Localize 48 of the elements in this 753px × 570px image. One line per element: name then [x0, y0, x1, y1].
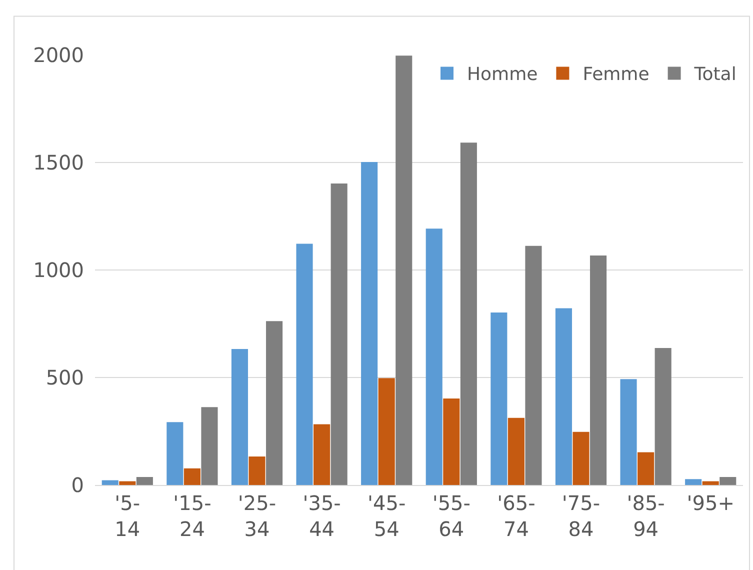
legend-label: Homme — [467, 64, 538, 86]
x-tick-label: '25-34 — [238, 491, 276, 541]
bar — [426, 228, 442, 485]
bar — [136, 476, 153, 485]
bar — [525, 246, 542, 485]
bar — [702, 481, 719, 485]
x-tick-label: '95+ — [686, 491, 734, 515]
bar — [490, 312, 508, 485]
legend-label: Total — [693, 64, 736, 86]
bar — [248, 456, 266, 485]
x-tick-label: '55-64 — [432, 491, 470, 541]
y-tick-label: 2000 — [33, 43, 84, 67]
bar — [266, 321, 283, 485]
bar — [555, 308, 572, 485]
bar — [620, 379, 637, 485]
bar — [314, 424, 330, 485]
x-tick-label: '15-24 — [173, 491, 212, 541]
x-tick-label: '45-54 — [368, 491, 406, 541]
bar — [119, 481, 136, 485]
bar — [443, 398, 460, 485]
bar — [184, 468, 200, 485]
bar — [102, 480, 118, 485]
bar — [720, 476, 736, 485]
y-tick-label: 500 — [46, 366, 84, 390]
bar — [638, 452, 654, 485]
bar — [685, 479, 702, 485]
bar — [572, 432, 590, 485]
x-tick-label: '5-14 — [114, 491, 140, 541]
y-tick-label: 0 — [71, 473, 84, 497]
bar — [201, 407, 218, 485]
legend-label: Femme — [582, 64, 650, 86]
x-tick-label: '85-94 — [626, 491, 665, 541]
y-tick-label: 1500 — [33, 150, 84, 174]
bar — [508, 418, 524, 485]
bar — [654, 348, 672, 485]
bar — [460, 142, 477, 485]
bar — [396, 56, 412, 485]
bar — [361, 162, 378, 485]
x-tick-label: '75-84 — [562, 491, 600, 541]
y-tick-label: 1000 — [33, 258, 84, 282]
bar — [296, 244, 313, 485]
bar — [590, 256, 607, 485]
bar — [166, 422, 184, 485]
x-tick-label: '35-44 — [302, 491, 341, 541]
bar — [330, 184, 348, 485]
bar — [231, 349, 248, 485]
x-tick-label: '65-74 — [497, 491, 536, 541]
bar — [378, 378, 395, 485]
